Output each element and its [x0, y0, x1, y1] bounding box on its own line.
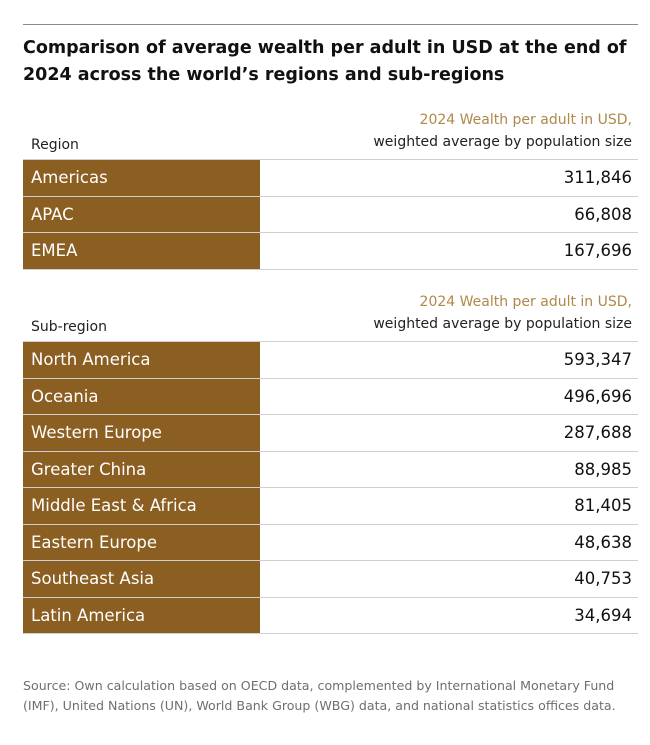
- source-note: Source: Own calculation based on OECD da…: [23, 678, 616, 713]
- subregion-row: Latin America 34,694: [23, 597, 638, 634]
- subregion-row: Western Europe 287,688: [23, 415, 638, 452]
- region-row: EMEA 167,696: [23, 233, 638, 270]
- region-value-header-line1: 2024 Wealth per adult in USD,: [419, 112, 632, 128]
- subregion-value-cell: 496,696: [563, 386, 632, 406]
- subregion-value-header-line1: 2024 Wealth per adult in USD,: [419, 294, 632, 310]
- region-value-cell: 167,696: [563, 241, 632, 260]
- subregion-name-cell: Southeast Asia: [23, 561, 260, 598]
- subregion-value-cell: 88,985: [574, 459, 632, 479]
- subregion-column-label: Sub-region: [31, 319, 107, 335]
- subregion-value-cell: 48,638: [574, 532, 632, 552]
- subregion-value-cell: 287,688: [563, 423, 632, 442]
- subregion-row: Oceania 496,696: [23, 378, 638, 415]
- subregion-value-header: 2024 Wealth per adult in USD, weighted a…: [373, 291, 632, 335]
- region-column-label: Region: [31, 137, 79, 153]
- region-rows: Americas 311,846 APAC 66,808 EMEA 167,696: [23, 159, 638, 270]
- subregion-table: Sub-region 2024 Wealth per adult in USD,…: [23, 291, 638, 634]
- region-name-cell: Americas: [23, 160, 260, 197]
- subregion-row: North America 593,347: [23, 342, 638, 379]
- subregion-name-cell: Western Europe: [23, 415, 260, 452]
- region-row: Americas 311,846: [23, 160, 638, 197]
- subregion-row: Eastern Europe 48,638: [23, 524, 638, 561]
- subregion-row: Southeast Asia 40,753: [23, 561, 638, 598]
- subregion-value-header-line2: weighted average by population size: [373, 316, 632, 332]
- subregion-name-cell: Eastern Europe: [23, 524, 260, 561]
- chart-title: Comparison of average wealth per adult i…: [23, 38, 627, 85]
- region-value-cell: 311,846: [563, 168, 632, 187]
- region-name-cell: APAC: [23, 196, 260, 233]
- subregion-name-cell: North America: [23, 342, 260, 379]
- subregion-value-cell: 81,405: [574, 496, 632, 515]
- subregion-name-cell: Latin America: [23, 597, 260, 634]
- subregion-rows: North America 593,347 Oceania 496,696 Wester…: [23, 341, 638, 634]
- subregion-name-cell: Oceania: [23, 378, 260, 415]
- subregion-value-cell: 593,347: [563, 350, 632, 369]
- region-value-header: 2024 Wealth per adult in USD, weighted a…: [373, 109, 632, 153]
- top-rule: [23, 24, 638, 25]
- region-value-cell: 66,808: [574, 204, 632, 224]
- subregion-row: Middle East & Africa 81,405: [23, 488, 638, 525]
- region-table-header: Region 2024 Wealth per adult in USD, wei…: [23, 109, 638, 159]
- subregion-name-cell: Greater China: [23, 451, 260, 488]
- region-row: APAC 66,808: [23, 196, 638, 233]
- region-value-header-line2: weighted average by population size: [373, 134, 632, 150]
- subregion-value-cell: 40,753: [574, 569, 632, 588]
- subregion-row: Greater China 88,985: [23, 451, 638, 488]
- region-table: Region 2024 Wealth per adult in USD, wei…: [23, 109, 638, 270]
- subregion-value-cell: 34,694: [574, 605, 632, 625]
- subregion-name-cell: Middle East & Africa: [23, 488, 260, 525]
- region-name-cell: EMEA: [23, 233, 260, 270]
- subregion-table-header: Sub-region 2024 Wealth per adult in USD,…: [23, 291, 638, 341]
